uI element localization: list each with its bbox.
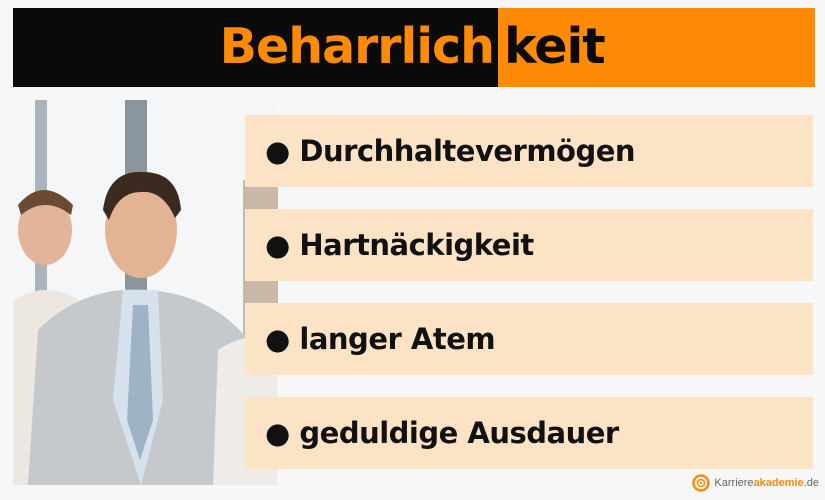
list-item: ● Hartnäckigkeit — [245, 209, 813, 281]
header-title-right: keit — [498, 8, 815, 87]
business-people-photo — [13, 100, 278, 485]
title-part1: Beharrlich — [219, 18, 495, 75]
logo-text-2: akademie — [753, 477, 804, 489]
list-item: ● geduldige Ausdauer — [245, 397, 813, 469]
list-item: ● langer Atem — [245, 303, 813, 375]
logo-text-1: Karriere — [714, 477, 754, 489]
header-title-left: Beharrlich — [13, 8, 498, 87]
logo-target-icon — [692, 474, 711, 492]
item-label: ● Durchhaltevermögen — [265, 134, 636, 168]
logo-text-3: .de — [803, 477, 819, 489]
item-label: ● langer Atem — [265, 322, 496, 356]
title-part2: keit — [504, 18, 606, 75]
item-label: ● Hartnäckigkeit — [265, 228, 534, 262]
item-label: ● geduldige Ausdauer — [265, 416, 619, 450]
list-item: ● Durchhaltevermögen — [245, 115, 813, 187]
karriereakademie-logo: Karriere akademie .de — [692, 474, 819, 492]
